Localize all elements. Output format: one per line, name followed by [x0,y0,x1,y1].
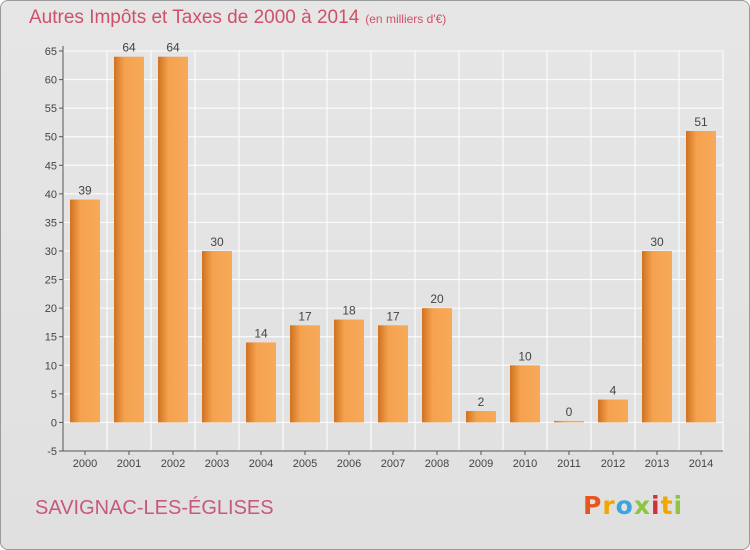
x-tick-label: 2007 [381,458,405,470]
bar [378,325,408,423]
x-tick-label: 2008 [425,458,449,470]
y-tick-label: 40 [45,189,57,201]
y-tick-label: 45 [45,160,57,172]
proxiti-logo[interactable]: Proxiti [583,491,683,520]
y-tick-label: 25 [45,275,57,287]
y-tick-label: 15 [45,332,57,344]
data-label: 2 [478,395,485,409]
data-label: 51 [694,115,708,129]
title-unit: (en milliers d'€) [365,12,447,26]
data-label: 4 [610,384,617,398]
x-tick-label: 2013 [645,458,669,470]
data-labels: 39 64 64 30 14 17 18 17 20 2 10 0 4 30 51 [78,41,708,419]
bar [686,131,716,423]
bar [466,411,496,423]
logo-letter: i [673,491,684,520]
x-tick-label: 2004 [249,458,273,470]
data-label: 30 [650,235,664,249]
y-tick-label: 0 [51,417,57,429]
x-tick-label: 2000 [73,458,97,470]
bar [114,56,144,423]
logo-letter: r [602,491,616,520]
logo-letter: i [651,491,661,520]
data-label: 64 [122,41,136,55]
bar [202,251,232,423]
bar [510,365,540,423]
data-label: 0 [566,405,573,419]
bar [598,399,628,423]
data-label: 64 [166,41,180,55]
data-label: 39 [78,184,92,198]
x-tick-label: 2010 [513,458,537,470]
y-tick-label: 20 [45,303,57,315]
logo-letter: o [615,491,634,520]
y-tick-label: 55 [45,103,57,115]
data-label: 18 [342,304,356,318]
data-label: 17 [386,309,400,323]
x-tick-label: 2009 [469,458,493,470]
y-tick-label: 60 [45,75,57,87]
x-tick-label: 2014 [689,458,713,470]
data-label: 14 [254,326,268,340]
x-tick-label: 2001 [117,458,141,470]
bar [158,56,188,423]
x-tick-label: 2002 [161,458,185,470]
data-label: 30 [210,235,224,249]
logo-letter: t [660,491,674,520]
bar [70,199,100,423]
bar [554,420,584,423]
chart-title: Autres Impôts et Taxes de 2000 à 2014 (en… [29,7,446,29]
bar [642,251,672,423]
y-tick-label: 5 [51,389,57,401]
bar [290,325,320,423]
bar [246,342,276,423]
x-tick-label: 2006 [337,458,361,470]
y-tick-label: 65 [45,46,57,58]
data-label: 17 [298,309,312,323]
y-tick-label: 10 [45,360,57,372]
data-label: 10 [518,349,532,363]
y-tick-label: -5 [47,446,57,458]
bar [334,319,364,423]
logo-letter: P [583,491,603,520]
y-tick-label: 30 [45,246,57,258]
x-tick-label: 2005 [293,458,317,470]
x-tick-label: 2011 [557,458,581,470]
title-text: Autres Impôts et Taxes de 2000 à 2014 [29,7,360,28]
bars [70,56,716,423]
bar [422,308,452,423]
logo-letter: x [633,491,651,520]
x-tick-label: 2012 [601,458,625,470]
y-tick-label: 50 [45,132,57,144]
x-tick-label: 2003 [205,458,229,470]
data-label: 20 [430,292,444,306]
commune-name: SAVIGNAC-LES-ÉGLISES [35,497,274,519]
y-tick-label: 35 [45,217,57,229]
